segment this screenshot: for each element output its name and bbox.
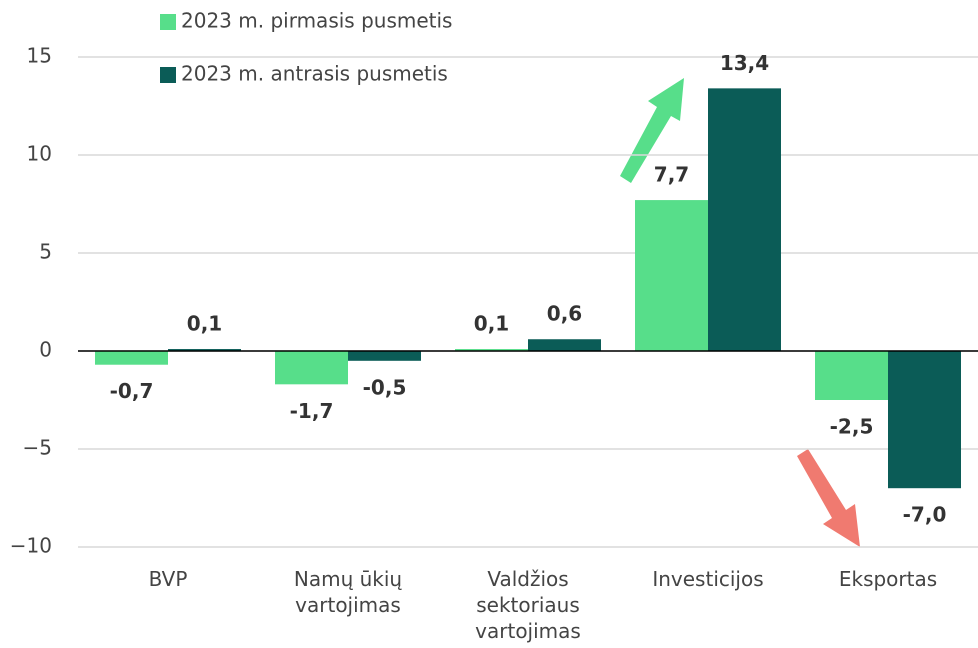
y-tick-label: −5 (23, 436, 52, 460)
y-tick-label: 5 (39, 240, 52, 264)
bar (348, 351, 421, 361)
y-tick-label: 10 (27, 142, 52, 166)
bar (815, 351, 888, 400)
bar (528, 339, 601, 351)
data-label: 0,1 (187, 312, 222, 336)
down-arrow (797, 449, 860, 547)
bar (168, 349, 241, 351)
bar (275, 351, 348, 385)
bar (635, 200, 708, 351)
data-label: 0,6 (547, 302, 582, 326)
data-label: -0,7 (110, 379, 154, 403)
data-label: -7,0 (903, 503, 947, 527)
x-tick-label: Investicijos (652, 567, 764, 591)
legend-label: 2023 m. pirmasis pusmetis (181, 9, 452, 33)
x-tick-label: Eksportas (838, 567, 938, 591)
data-label: 0,1 (474, 312, 509, 336)
x-tick-label: BVP (148, 567, 188, 591)
legend-swatch (160, 14, 176, 30)
x-tick-label: Valdžios sektoriaus vartojimas (475, 567, 581, 643)
bar (708, 88, 781, 352)
y-tick-label: 15 (27, 44, 52, 68)
y-tick-label: −10 (10, 534, 52, 558)
y-tick-label: 0 (39, 338, 52, 362)
bar (888, 351, 961, 489)
up-arrow (620, 78, 684, 183)
x-tick-label: Namų ūkių vartojimas (293, 567, 403, 617)
data-label: -2,5 (830, 415, 874, 439)
bar (95, 351, 168, 365)
data-label: 13,4 (720, 51, 769, 75)
legend-label: 2023 m. antrasis pusmetis (181, 62, 448, 86)
data-label: -1,7 (290, 399, 334, 423)
data-label: -0,5 (363, 375, 407, 399)
bar (455, 349, 528, 351)
data-label: 7,7 (654, 163, 689, 187)
legend-swatch (160, 67, 176, 83)
